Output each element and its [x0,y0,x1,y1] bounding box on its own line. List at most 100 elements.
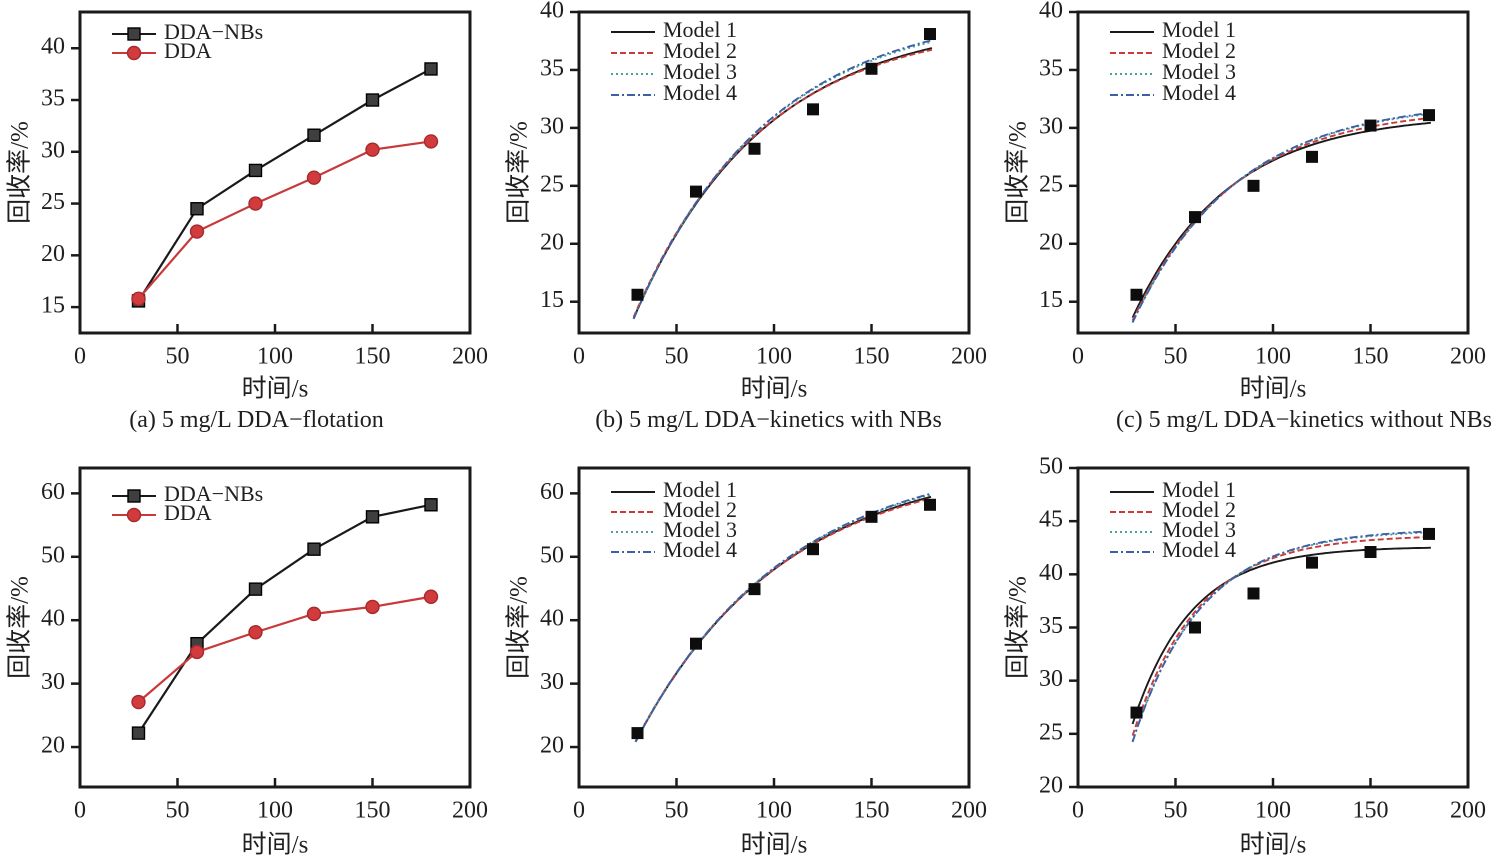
x-tick-label: 200 [951,344,987,370]
plot-frame [577,10,971,335]
data-point-marker [748,142,761,155]
panel-d: 20 30 40 50 60 0 50 100 150 200 时间/s 回收率/% DDA−NBs DD… [0,440,499,863]
y-axis-label: 回收率/% [505,121,533,224]
y-axis-label: 回收率/% [6,121,34,224]
square-marker [365,93,380,107]
chart-d-canvas: 20 30 40 50 60 0 50 100 150 200 时间/s 回收率/% DDA−NBs DD… [0,440,499,863]
caption-a: (a) 5 mg/L DDA−flotation [129,407,384,433]
y-tick-label: 40 [1039,560,1063,586]
legend-label: Model 2 [663,497,737,522]
model-curve-Model 4 [632,39,933,320]
data-point-marker [1247,179,1260,192]
legend-label: Model 1 [1162,17,1236,42]
x-tick-label: 100 [756,344,792,370]
data-point-marker [690,637,702,650]
y-tick-label: 45 [1039,507,1063,533]
y-tick-label: 20 [1039,773,1063,799]
y-axis-label: 回收率/% [6,576,34,679]
legend-label: DDA−NBs [164,19,263,44]
data-point-marker [807,103,819,116]
square-marker [424,62,438,76]
circle-marker [423,589,439,604]
chart-f-canvas: 20 25 30 35 40 45 50 0 50 100 150 200 时间/s 回收率/% Model… [998,440,1498,863]
series-line-DDA−NBs [137,67,432,302]
data-point-marker [1423,527,1435,540]
data-point-marker [924,28,936,41]
legend-circle-marker [126,507,142,523]
data-point-marker [865,62,878,75]
data-point-marker [631,288,644,301]
circle-marker [423,134,439,149]
square-marker [131,726,146,740]
y-tick-label: 35 [1039,613,1063,639]
legend-label: Model 4 [663,80,737,105]
x-axis-label: 时间/s [741,375,808,403]
y-tick-label: 30 [41,669,65,695]
circle-marker [365,142,380,157]
y-tick-label: 20 [540,733,564,759]
legend-label: Model 2 [663,38,737,63]
y-axis-label: 回收率/% [1004,576,1032,679]
y-tick-label: 35 [1039,55,1063,81]
x-tick-label: 50 [665,344,689,370]
plot-frame [1076,10,1470,335]
x-tick-label: 150 [1353,344,1389,370]
data-point-marker [1306,556,1318,569]
x-tick-label: 150 [1353,798,1389,824]
series-line-DDA [137,140,432,300]
circle-marker [131,291,146,307]
plot-frame [78,466,472,789]
y-tick-label: 40 [41,34,65,60]
x-tick-label: 100 [257,344,293,370]
circle-marker [306,170,322,185]
model-curve-Model 4 [1131,111,1432,323]
plot-frame [577,466,971,789]
legend-label: DDA−NBs [164,481,263,506]
legend-label: Model 3 [1162,517,1236,542]
model-curve-Model 3 [1131,112,1431,323]
model-curve-Model 4 [634,492,932,743]
model-curve-Model 1 [1131,546,1431,725]
circle-marker [189,224,205,239]
x-tick-label: 200 [452,798,488,824]
panel-c: 15 20 25 30 35 40 0 50 100 150 200 时间/s 回收率/% Model 1… [998,0,1498,440]
model-curve-Model 1 [1131,121,1431,319]
data-point-marker [690,185,702,198]
panel-a: 15 20 25 30 35 40 0 50 100 150 200 时间/s 回收率/% DDA−NBs… [0,0,499,440]
x-tick-label: 200 [452,344,488,370]
square-marker [424,498,438,512]
legend-label: DDA [164,500,212,525]
x-tick-label: 0 [74,344,86,370]
x-tick-label: 50 [1164,344,1188,370]
y-tick-label: 50 [540,542,564,568]
x-tick-label: 50 [665,798,689,824]
y-tick-label: 40 [41,606,65,632]
x-tick-label: 0 [573,344,585,370]
series-line-DDA−NBs [137,503,432,734]
chart-a-canvas: 15 20 25 30 35 40 0 50 100 150 200 时间/s 回收率/% DDA−NBs… [0,0,499,405]
panel-e: 20 30 40 50 60 0 50 100 150 200 时间/s 回收率/% Model 1 Mo… [499,440,998,863]
x-tick-label: 0 [1072,798,1084,824]
panel-b: 15 20 25 30 35 40 0 50 100 150 200 时间/s 回收率/% Model 1… [499,0,998,440]
chart-d-svg: 20 30 40 50 60 0 50 100 150 200 时间/s 回收率/% DDA−NBsDD… [6,466,488,859]
y-tick-label: 30 [1039,113,1063,139]
y-tick-label: 50 [41,542,65,568]
legend-circle-marker [126,45,142,61]
y-tick-label: 20 [1039,229,1063,255]
y-tick-label: 20 [41,733,65,759]
square-marker [248,582,263,596]
x-axis-label: 时间/s [741,831,808,859]
x-tick-label: 150 [355,798,391,824]
x-tick-label: 150 [854,344,890,370]
chart-e-canvas: 20 30 40 50 60 0 50 100 150 200 时间/s 回收率/% Model 1 Mo… [499,440,998,863]
model-curve-Model 2 [632,48,933,318]
x-tick-label: 100 [1255,344,1291,370]
caption-c: (c) 5 mg/L DDA−kinetics without NBs [1116,407,1492,433]
data-point-marker [748,583,761,596]
data-point-marker [1364,119,1377,132]
y-tick-label: 25 [540,171,564,197]
chart-b-svg: 15 20 25 30 35 40 0 50 100 150 200 时间/s 回收率/% Model 1… [505,0,987,403]
data-point-marker [1247,587,1260,600]
series-line-DDA [137,595,432,703]
square-marker [307,128,321,142]
